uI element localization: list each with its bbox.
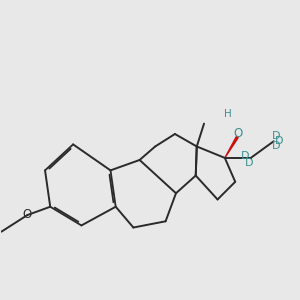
Text: O: O (233, 127, 242, 140)
Polygon shape (225, 136, 238, 158)
Text: D: D (275, 136, 284, 146)
Text: D: D (245, 158, 253, 168)
Text: O: O (23, 208, 32, 221)
Text: D: D (272, 141, 281, 151)
Text: D: D (241, 151, 249, 161)
Text: H: H (224, 109, 232, 118)
Text: D: D (272, 131, 280, 141)
